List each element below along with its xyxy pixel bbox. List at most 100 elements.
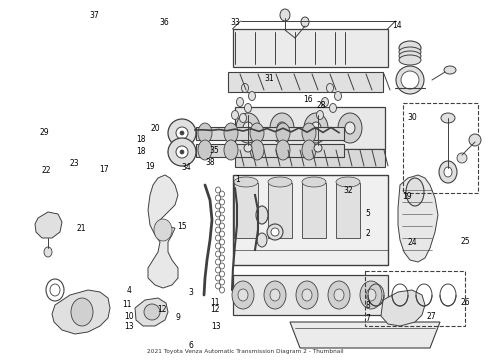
Ellipse shape — [280, 9, 290, 21]
Polygon shape — [148, 175, 178, 288]
Ellipse shape — [144, 304, 160, 320]
Text: 14: 14 — [392, 22, 402, 31]
Text: 6: 6 — [189, 341, 194, 350]
Bar — [235, 149, 385, 167]
Ellipse shape — [231, 111, 239, 120]
Ellipse shape — [257, 233, 267, 247]
Ellipse shape — [237, 98, 244, 107]
Text: 8: 8 — [365, 301, 370, 310]
Bar — [232, 29, 388, 67]
Text: 7: 7 — [365, 315, 370, 323]
Polygon shape — [35, 212, 62, 238]
Ellipse shape — [444, 66, 456, 74]
Text: 29: 29 — [39, 128, 49, 137]
Ellipse shape — [267, 224, 283, 240]
Text: 5: 5 — [365, 210, 370, 218]
Ellipse shape — [276, 123, 290, 143]
Ellipse shape — [399, 51, 421, 61]
Ellipse shape — [180, 150, 184, 154]
Ellipse shape — [176, 127, 188, 139]
Text: 2021 Toyota Venza Automatic Transmission Diagram 2 - Thumbnail: 2021 Toyota Venza Automatic Transmission… — [147, 349, 343, 354]
Text: 4: 4 — [126, 287, 131, 295]
Text: 27: 27 — [426, 311, 436, 320]
Ellipse shape — [326, 84, 334, 93]
Ellipse shape — [180, 131, 184, 135]
Ellipse shape — [457, 153, 467, 163]
Text: 12: 12 — [211, 305, 220, 314]
Text: 17: 17 — [99, 165, 109, 174]
Text: 19: 19 — [145, 162, 155, 171]
Ellipse shape — [44, 247, 52, 257]
Ellipse shape — [338, 113, 362, 143]
Ellipse shape — [444, 167, 452, 177]
Ellipse shape — [242, 84, 248, 93]
Text: 10: 10 — [124, 311, 134, 320]
Text: 25: 25 — [461, 237, 470, 246]
Polygon shape — [290, 322, 440, 348]
Bar — [232, 175, 388, 265]
Text: 21: 21 — [76, 224, 86, 233]
Text: 28: 28 — [316, 101, 325, 110]
Ellipse shape — [314, 144, 322, 152]
Ellipse shape — [406, 178, 424, 206]
Ellipse shape — [304, 113, 328, 143]
Bar — [227, 72, 383, 92]
Text: 15: 15 — [177, 222, 187, 231]
Ellipse shape — [198, 140, 212, 160]
Ellipse shape — [399, 41, 421, 55]
Text: 36: 36 — [159, 18, 169, 27]
Ellipse shape — [328, 281, 350, 309]
Ellipse shape — [296, 281, 318, 309]
Text: 20: 20 — [150, 124, 160, 133]
Text: 13: 13 — [212, 322, 221, 331]
Text: 32: 32 — [343, 186, 353, 195]
Polygon shape — [52, 290, 110, 334]
Ellipse shape — [366, 289, 376, 301]
Ellipse shape — [168, 138, 196, 166]
Ellipse shape — [256, 206, 268, 224]
Ellipse shape — [301, 17, 309, 27]
Ellipse shape — [302, 177, 326, 187]
Ellipse shape — [236, 113, 260, 143]
Text: 26: 26 — [461, 298, 470, 307]
Ellipse shape — [248, 91, 255, 100]
Text: 13: 13 — [124, 322, 134, 331]
Polygon shape — [135, 298, 168, 326]
Ellipse shape — [270, 113, 294, 143]
Ellipse shape — [441, 113, 455, 123]
Bar — [402, 103, 477, 193]
Bar — [336, 183, 360, 238]
Text: 3: 3 — [189, 288, 194, 297]
Text: 9: 9 — [175, 313, 180, 322]
Ellipse shape — [250, 123, 264, 143]
Ellipse shape — [176, 146, 188, 158]
Text: 23: 23 — [70, 159, 79, 168]
Text: 33: 33 — [230, 18, 240, 27]
Ellipse shape — [224, 123, 238, 143]
Ellipse shape — [71, 298, 93, 326]
Bar — [268, 183, 292, 238]
Ellipse shape — [360, 281, 382, 309]
Polygon shape — [381, 290, 425, 326]
Text: 31: 31 — [265, 74, 274, 83]
Text: 34: 34 — [181, 163, 191, 172]
Ellipse shape — [345, 122, 355, 134]
Text: 11: 11 — [122, 300, 131, 309]
Text: 30: 30 — [408, 113, 417, 122]
Ellipse shape — [268, 177, 292, 187]
Bar — [365, 270, 465, 325]
Ellipse shape — [245, 104, 251, 112]
Ellipse shape — [401, 71, 419, 89]
Ellipse shape — [250, 140, 264, 160]
Text: 2: 2 — [365, 229, 370, 238]
Ellipse shape — [302, 140, 316, 160]
Bar — [235, 107, 385, 149]
Ellipse shape — [264, 281, 286, 309]
Ellipse shape — [224, 140, 238, 160]
Text: 16: 16 — [303, 94, 313, 104]
Ellipse shape — [270, 289, 280, 301]
Ellipse shape — [311, 122, 321, 134]
Ellipse shape — [321, 98, 328, 107]
Text: 24: 24 — [408, 238, 417, 247]
Ellipse shape — [243, 122, 253, 134]
